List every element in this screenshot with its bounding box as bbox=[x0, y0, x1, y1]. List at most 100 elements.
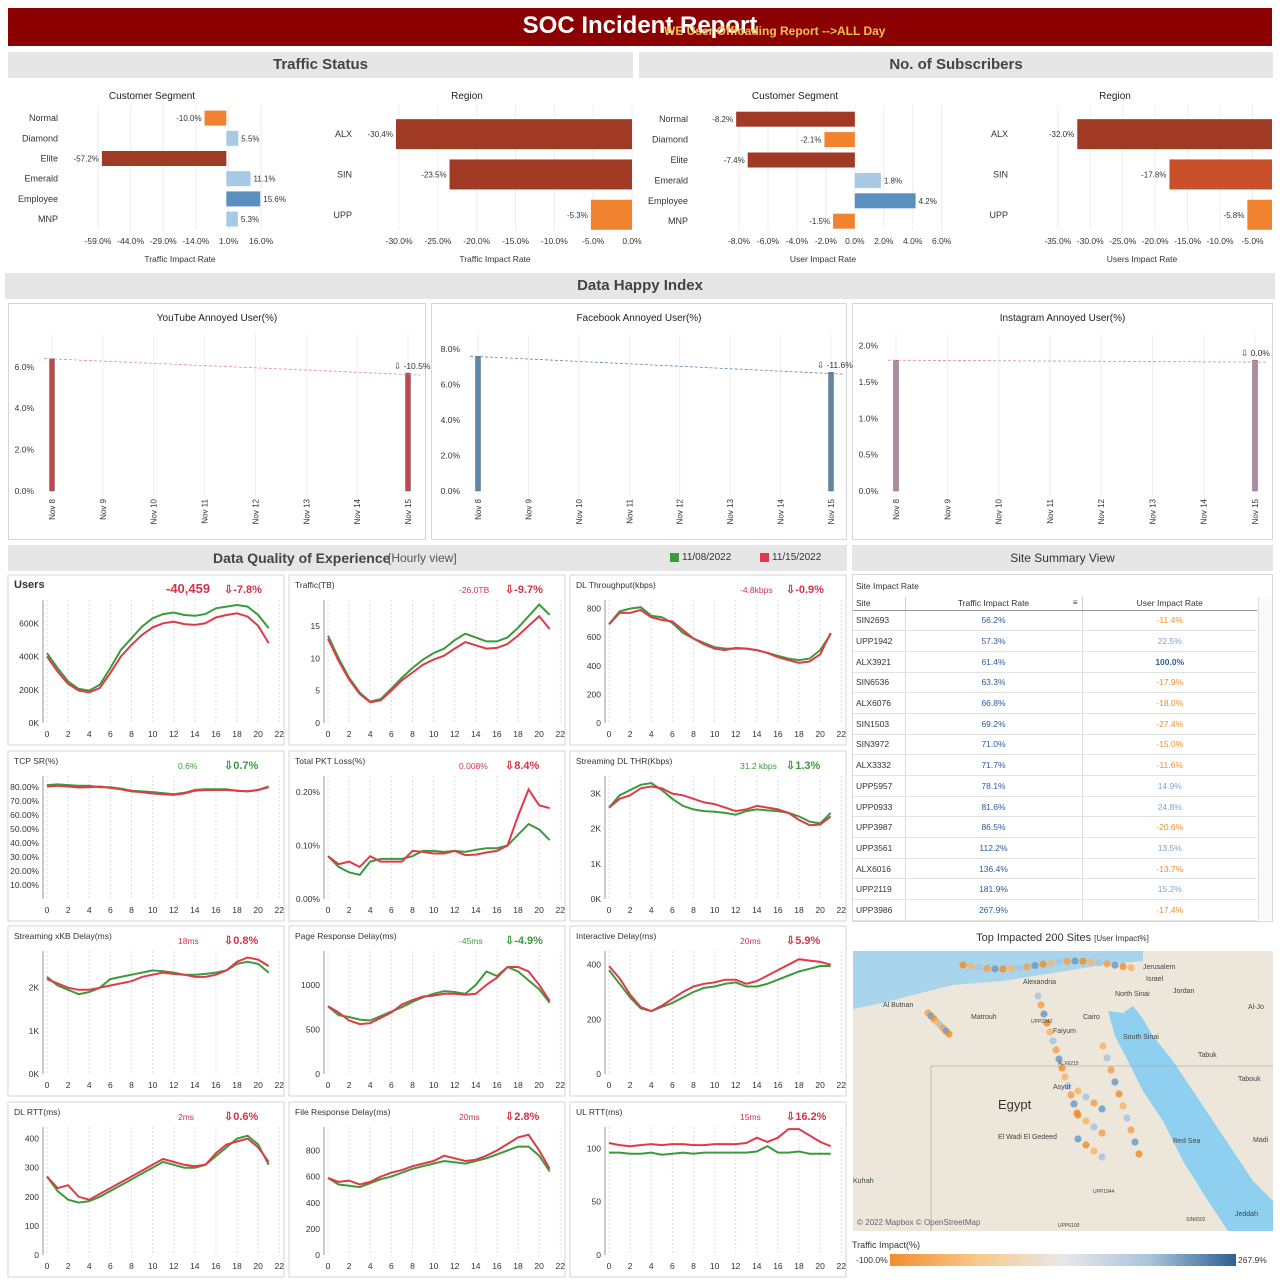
site-marker[interactable] bbox=[1090, 1147, 1098, 1155]
bar-mark[interactable] bbox=[1247, 199, 1272, 230]
table-row[interactable]: UPP1942 57.3% 22.5% bbox=[853, 630, 1257, 652]
site-marker[interactable] bbox=[1127, 1126, 1135, 1134]
table-row[interactable]: ALX3332 71.7% -11.6% bbox=[853, 754, 1257, 776]
site-marker[interactable] bbox=[1064, 1082, 1072, 1090]
table-row[interactable]: ALX6016 136.4% -13.7% bbox=[853, 858, 1257, 880]
bar-mark[interactable] bbox=[854, 193, 916, 209]
site-marker[interactable] bbox=[1031, 961, 1039, 970]
site-marker[interactable] bbox=[945, 1030, 953, 1038]
site-marker[interactable] bbox=[1007, 965, 1015, 973]
site-marker[interactable] bbox=[1107, 1066, 1115, 1074]
site-marker[interactable] bbox=[1082, 1117, 1090, 1125]
site-marker[interactable] bbox=[1099, 1042, 1107, 1050]
site-marker[interactable] bbox=[1123, 1114, 1131, 1122]
site-marker[interactable] bbox=[991, 965, 999, 973]
bar-mark[interactable] bbox=[204, 110, 227, 126]
map-attribution[interactable]: © 2022 Mapbox © OpenStreetMap bbox=[857, 1218, 981, 1227]
bar-mark[interactable] bbox=[590, 199, 632, 230]
site-marker[interactable] bbox=[1090, 1099, 1098, 1107]
col-traffic-impact[interactable]: Traffic Impact Rate ≡ bbox=[904, 597, 1082, 611]
site-marker[interactable] bbox=[1119, 962, 1127, 971]
site-marker[interactable] bbox=[1063, 957, 1071, 965]
site-marker[interactable] bbox=[1040, 1010, 1048, 1018]
site-marker[interactable] bbox=[1074, 1111, 1082, 1119]
annoyed-bar[interactable] bbox=[893, 359, 899, 492]
table-row[interactable]: UPP3987 86.5% -20.6% bbox=[853, 816, 1257, 839]
site-marker[interactable] bbox=[1046, 1028, 1054, 1036]
site-marker[interactable] bbox=[1067, 1091, 1075, 1099]
site-marker[interactable] bbox=[1103, 1054, 1111, 1062]
site-marker[interactable] bbox=[1023, 963, 1031, 971]
site-marker[interactable] bbox=[1115, 1090, 1123, 1098]
site-marker[interactable] bbox=[1131, 1138, 1139, 1146]
bar-mark[interactable] bbox=[736, 111, 855, 127]
site-marker[interactable] bbox=[1074, 1135, 1082, 1143]
bar-mark[interactable] bbox=[101, 151, 227, 166]
site-marker[interactable] bbox=[1082, 1093, 1090, 1101]
bar-mark[interactable] bbox=[226, 171, 251, 187]
bar-mark[interactable] bbox=[396, 119, 632, 150]
col-site[interactable]: Site bbox=[853, 597, 905, 611]
site-marker[interactable] bbox=[1037, 1001, 1045, 1009]
site-marker[interactable] bbox=[1135, 1150, 1143, 1158]
annoyed-bar[interactable] bbox=[49, 358, 55, 492]
table-row[interactable]: UPP3561 112.2% 13.5% bbox=[853, 837, 1257, 859]
site-marker[interactable] bbox=[1061, 1073, 1069, 1081]
bar-mark[interactable] bbox=[1169, 159, 1272, 190]
site-marker[interactable] bbox=[1082, 1141, 1090, 1149]
site-marker[interactable] bbox=[1098, 1129, 1106, 1137]
site-marker[interactable] bbox=[1103, 960, 1111, 968]
bar-mark[interactable] bbox=[226, 130, 239, 146]
bar-mark[interactable] bbox=[449, 159, 632, 190]
site-marker[interactable] bbox=[1098, 1105, 1106, 1113]
bar-mark[interactable] bbox=[1077, 119, 1272, 150]
site-marker[interactable] bbox=[1039, 960, 1047, 968]
site-marker[interactable] bbox=[1034, 992, 1042, 1000]
site-marker[interactable] bbox=[1127, 964, 1135, 972]
bar-mark[interactable] bbox=[824, 132, 855, 148]
table-row[interactable]: SIN1503 69.2% -27.4% bbox=[853, 713, 1257, 735]
annoyed-bar[interactable] bbox=[828, 371, 834, 492]
annoyed-bar[interactable] bbox=[475, 355, 481, 492]
bar-mark[interactable] bbox=[226, 191, 261, 207]
table-row[interactable]: SIN6536 63.3% -17.9% bbox=[853, 672, 1257, 694]
site-marker[interactable] bbox=[1090, 1123, 1098, 1131]
site-marker[interactable] bbox=[1079, 957, 1087, 965]
bar-mark[interactable] bbox=[747, 152, 855, 168]
table-scrollbar[interactable] bbox=[1258, 597, 1272, 919]
site-marker[interactable] bbox=[1111, 961, 1119, 969]
site-marker[interactable] bbox=[1052, 1046, 1060, 1054]
annoyed-bar[interactable] bbox=[405, 372, 411, 492]
site-marker[interactable] bbox=[959, 961, 967, 969]
site-marker[interactable] bbox=[983, 964, 991, 972]
table-row[interactable]: UPP5957 78.1% 14.9% bbox=[853, 775, 1257, 797]
table-row[interactable]: ALX6076 66.8% -18.0% bbox=[853, 692, 1257, 714]
site-marker[interactable] bbox=[1074, 1087, 1082, 1095]
site-marker[interactable] bbox=[1087, 958, 1095, 966]
site-marker[interactable] bbox=[1055, 1055, 1063, 1063]
site-marker[interactable] bbox=[1070, 1100, 1078, 1108]
col-user-impact[interactable]: User Impact Rate bbox=[1081, 597, 1257, 611]
site-marker[interactable] bbox=[1119, 1102, 1127, 1110]
annoyed-bar[interactable] bbox=[1252, 359, 1258, 492]
site-marker[interactable] bbox=[1043, 1019, 1051, 1027]
bar-mark[interactable] bbox=[226, 211, 238, 227]
sort-icon[interactable]: ≡ bbox=[1072, 598, 1078, 607]
table-row[interactable]: UPP0933 81.6% 24.8% bbox=[853, 796, 1257, 818]
table-row[interactable]: ALX3921 61.4% 100.0% bbox=[853, 651, 1257, 673]
table-row[interactable]: SIN2693 56.2% -11.4% bbox=[853, 610, 1257, 632]
site-marker[interactable] bbox=[1071, 957, 1079, 965]
bar-mark[interactable] bbox=[854, 172, 881, 188]
site-marker[interactable] bbox=[1047, 959, 1055, 967]
site-marker[interactable] bbox=[1015, 964, 1023, 972]
table-row[interactable]: UPP3986 267.9% -17.4% bbox=[853, 899, 1257, 921]
site-marker[interactable] bbox=[1058, 1064, 1066, 1072]
site-marker[interactable] bbox=[975, 963, 983, 972]
table-row[interactable]: SIN3972 71.0% -15.0% bbox=[853, 734, 1257, 756]
site-marker[interactable] bbox=[1098, 1153, 1106, 1161]
site-marker[interactable] bbox=[1095, 959, 1103, 967]
site-marker[interactable] bbox=[1049, 1037, 1057, 1045]
table-row[interactable]: UPP2119 181.9% 15.2% bbox=[853, 878, 1257, 901]
site-marker[interactable] bbox=[967, 962, 975, 970]
egypt-sites-map[interactable]: Jerusalem Israel Jordan Alexandria North Sin… bbox=[853, 951, 1273, 1231]
